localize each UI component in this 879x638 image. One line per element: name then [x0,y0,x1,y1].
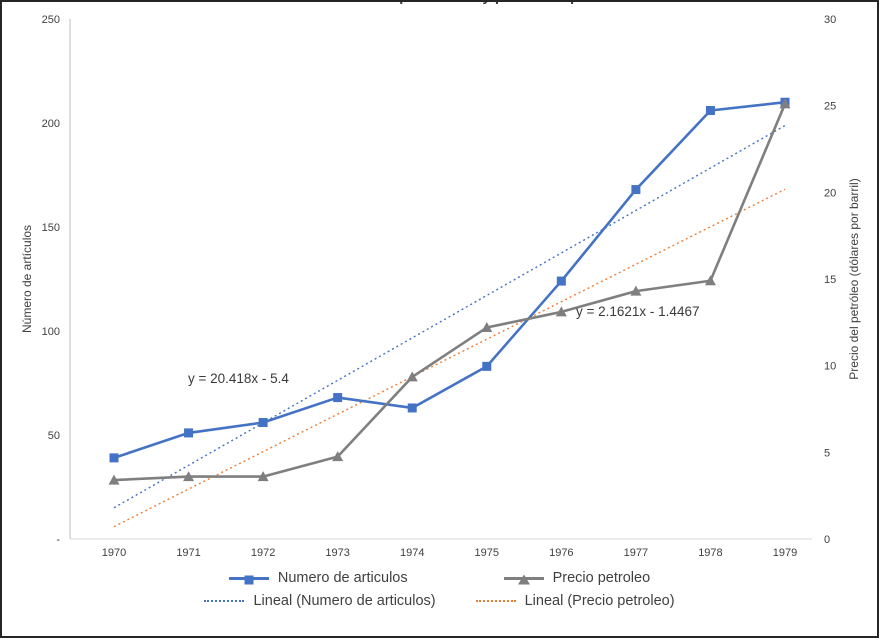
svg-text:Precio del petróleo (dólares p: Precio del petróleo (dólares por barril) [847,178,861,379]
chart-title: Número de artículos publicados y precio … [2,2,877,5]
svg-text:1972: 1972 [251,547,275,559]
svg-text:Número de artículos: Número de artículos [20,225,34,333]
trendline-articulos-marker-icon [204,600,245,602]
trendline-equation-petroleo: y = 2.1621x - 1.4467 [576,304,700,319]
svg-text:25: 25 [824,101,836,113]
svg-text:50: 50 [48,430,60,442]
legend-item-lineal-articulos: Lineal (Numero de articulos) [204,593,436,609]
legend-label-lineal-petroleo: Lineal (Precio petroleo) [524,593,675,609]
svg-text:1979: 1979 [773,547,797,559]
legend-item-petroleo: Precio petroleo [503,570,651,586]
svg-text:100: 100 [42,326,60,338]
legend-row-2: Lineal (Numero de articulos) Lineal (Pre… [204,593,675,609]
svg-text:1978: 1978 [698,547,722,559]
svg-text:1977: 1977 [624,547,648,559]
svg-text:200: 200 [42,118,60,130]
trendline-equation-articulos: y = 20.418x - 5.4 [188,371,289,386]
series-petroleo-marker-icon [503,574,544,584]
svg-text:1971: 1971 [176,547,200,559]
svg-text:0: 0 [824,534,830,546]
svg-text:10: 10 [824,361,836,373]
svg-text:15: 15 [824,274,836,286]
svg-text:30: 30 [824,14,836,26]
legend: Numero de articulos Precio petroleo Line… [2,570,877,609]
legend-label-articulos: Numero de articulos [277,570,408,586]
series-articulos-marker-icon [228,575,269,584]
legend-label-lineal-articulos: Lineal (Numero de articulos) [253,593,436,609]
svg-text:1973: 1973 [325,547,349,559]
legend-item-articulos: Numero de articulos [228,570,408,586]
svg-text:1970: 1970 [102,547,126,559]
trendline-petroleo-marker-icon [475,600,516,602]
svg-text:1975: 1975 [475,547,499,559]
svg-text:5: 5 [824,447,830,459]
legend-item-lineal-petroleo: Lineal (Precio petroleo) [475,593,675,609]
legend-label-petroleo: Precio petroleo [552,570,651,586]
legend-row-1: Numero de articulos Precio petroleo [228,570,651,586]
svg-text:150: 150 [42,222,60,234]
svg-text:1974: 1974 [400,547,424,559]
svg-text:1976: 1976 [549,547,573,559]
svg-text:-: - [56,534,60,546]
svg-text:20: 20 [824,187,836,199]
svg-text:250: 250 [42,14,60,26]
